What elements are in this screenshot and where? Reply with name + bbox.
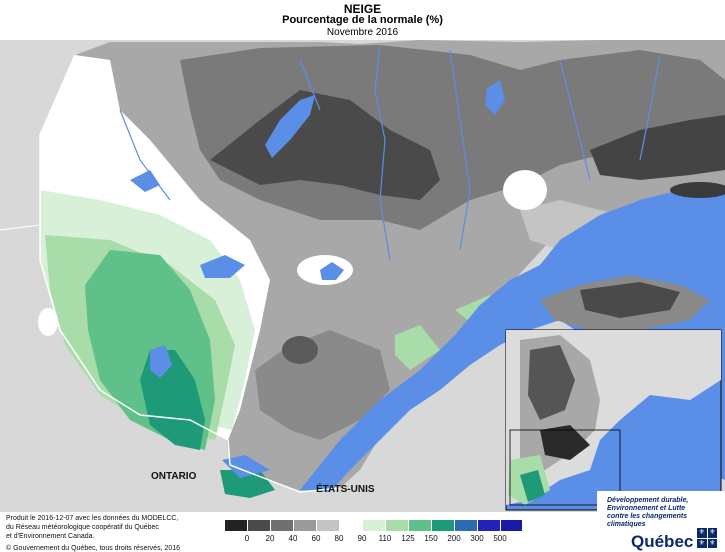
legend-swatch — [247, 519, 270, 532]
legend-tick-label: 200 — [447, 534, 461, 543]
ministry-line-1: Développement durable, — [607, 497, 689, 504]
lake-ontario-ish — [222, 455, 270, 478]
rivers — [119, 44, 661, 261]
map-subtitle: Pourcentage de la normale (%) — [282, 14, 443, 26]
legend-tick-label: 110 — [378, 534, 392, 543]
legend-tick-label: 300 — [470, 534, 484, 543]
legend-tick-label: 500 — [493, 534, 507, 543]
map-title: NEIGE — [343, 2, 382, 16]
lake-abitibi — [150, 345, 172, 378]
quebec-brand: Développement durable, Environnement et … — [597, 491, 725, 552]
credits: Produit le 2016-12-07 avec les données d… — [6, 514, 221, 552]
label-usa: ÉTATS-UNIS — [316, 484, 375, 495]
lake-nw — [130, 170, 160, 192]
zone-normal-east — [503, 170, 547, 210]
provincial-borders — [39, 54, 341, 493]
label-ontario: ONTARIO — [151, 471, 197, 482]
legend-swatch — [477, 519, 500, 532]
credits-line-4: © Gouvernement du Québec, tous droits ré… — [6, 545, 181, 552]
credits-line-2: du Réseau météorologique coopératif du Q… — [6, 524, 159, 531]
snow-map[interactable] — [0, 40, 725, 512]
legend-swatch — [408, 519, 431, 532]
color-legend: 0 20 40 60 80 90 110 125 150 200 300 500 — [224, 519, 524, 546]
border-line — [0, 224, 41, 231]
zone-green-mid — [395, 325, 440, 370]
lake-manicouagan — [485, 80, 505, 115]
lake-west — [200, 255, 245, 278]
ministry-line-3: contre les changements — [607, 513, 688, 520]
gaspe-dark — [580, 282, 680, 318]
inset-map — [505, 329, 722, 511]
ministry-line-2: Environnement et Lutte — [607, 505, 686, 512]
lake-st-jean — [320, 262, 344, 280]
legend-tick-label: 90 — [357, 534, 367, 543]
legend-ticks: 0 20 40 60 80 90 110 125 150 200 300 500 — [224, 534, 524, 546]
legend-swatch — [454, 519, 477, 532]
zone-darker-south — [282, 336, 318, 364]
credits-line-3: et d'Environnement Canada. — [6, 533, 95, 540]
lake-mistassini — [265, 95, 315, 158]
map-header: NEIGE Pourcentage de la normale (%) Nove… — [0, 0, 725, 40]
ministry-name: Développement durable, Environnement et … — [607, 497, 722, 529]
legend-swatch — [431, 519, 454, 532]
ministry-line-4: climatiques — [607, 521, 646, 528]
legend-tick-label: 40 — [288, 534, 298, 543]
legend-tick-label: 20 — [265, 534, 275, 543]
legend-tick-label: 60 — [311, 534, 321, 543]
quebec-wordmark: Québec — [631, 532, 694, 551]
legend-swatch — [500, 519, 523, 532]
legend-swatch — [293, 519, 316, 532]
legend-tick-label: 0 — [244, 534, 250, 543]
zone-normal-small-west — [38, 308, 58, 336]
legend-swatch — [385, 519, 408, 532]
legend-swatch — [339, 519, 362, 532]
zone-dark-north — [180, 45, 725, 230]
legend-swatch — [224, 519, 247, 532]
credits-line-1: Produit le 2016-12-07 avec les données d… — [6, 515, 179, 522]
legend-tick-label: 150 — [424, 534, 438, 543]
legend-swatches — [224, 519, 524, 532]
legend-swatch — [270, 519, 293, 532]
legend-swatch — [362, 519, 385, 532]
legend-swatch — [316, 519, 339, 532]
map-period: Novembre 2016 — [326, 27, 399, 38]
legend-tick-label: 80 — [334, 534, 344, 543]
anticosti-island — [670, 182, 725, 198]
fleurdelise-icon: ⚜ ⚜ ⚜ ⚜ — [697, 528, 717, 548]
zone-darkest-ne — [590, 115, 725, 180]
legend-tick-label: 125 — [401, 534, 415, 543]
